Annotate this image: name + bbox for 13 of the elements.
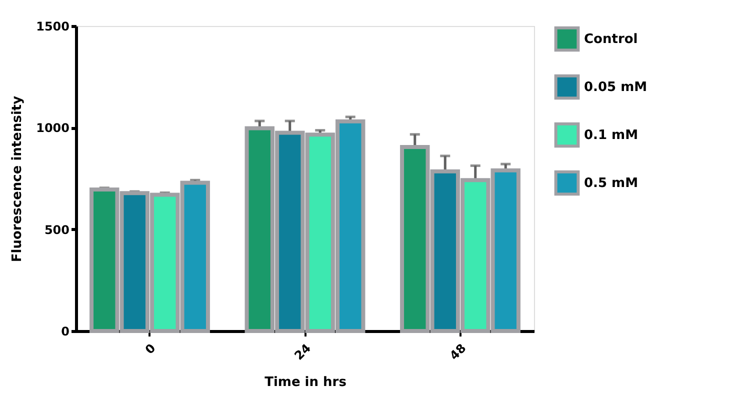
x-tick-label: 0 — [142, 341, 158, 357]
x-tick-label: 24 — [292, 341, 314, 363]
legend-label: 0.1 mM — [584, 128, 638, 143]
y-tick-label: 0 — [61, 324, 70, 338]
x-tick-label: 48 — [447, 341, 469, 363]
y-tick-label: 1000 — [36, 121, 70, 136]
legend-label: 0.5 mM — [584, 176, 638, 191]
y-axis-title: Fluorescence intensity — [10, 95, 26, 262]
y-tick-label: 1500 — [36, 20, 70, 34]
x-axis-title: Time in hrs — [264, 375, 347, 390]
y-tick-label: 500 — [44, 222, 70, 237]
legend-label: Control — [584, 32, 638, 47]
legend-label: 0.05 mM — [584, 80, 648, 95]
